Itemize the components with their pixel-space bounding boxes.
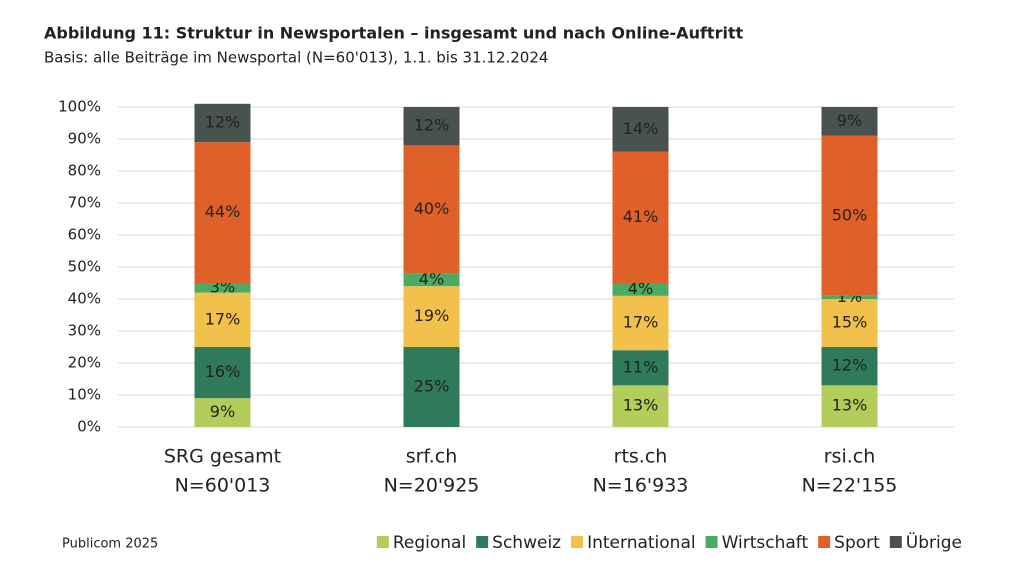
value-label: 17% [623,313,659,332]
value-label: 4% [419,269,444,288]
bar-segment [612,107,669,152]
legend-swatch [376,536,389,548]
value-label: 12% [414,116,450,135]
value-label: 17% [205,309,241,328]
x-tick-sublabel: N=20'925 [384,475,480,497]
x-tick-sublabel: N=60'013 [175,475,271,497]
x-tick-label: SRG gesamt [164,446,281,468]
bar-segment [403,107,460,146]
bar-segment [821,347,878,386]
x-tick-sublabel: N=16'933 [593,475,689,497]
legend-label: Schweiz [492,533,561,553]
legend-swatch [571,536,584,548]
legend-swatch [818,536,831,548]
bar-segment [821,299,878,347]
value-label: 41% [623,207,659,226]
value-label: 25% [414,377,450,396]
legend-label: International [587,533,696,553]
value-label: 13% [623,396,659,415]
bar-segment [821,135,878,296]
y-tick-label: 10% [68,386,101,404]
bar-segment [194,103,251,143]
legend-swatch [705,536,718,548]
bar-segment [403,347,460,427]
value-label: 15% [832,313,868,332]
bar-segment [194,283,251,293]
value-label: 9% [210,402,235,421]
y-tick-label: 30% [68,322,101,340]
y-tick-label: 70% [68,194,101,212]
x-tick-sublabel: N=22'155 [802,475,898,497]
x-tick-label: srf.ch [406,446,458,468]
value-label: 50% [832,205,868,224]
bar-segment [194,347,251,399]
y-tick-label: 50% [68,258,101,276]
y-tick-label: 60% [68,226,101,244]
legend-label: Übrige [906,531,962,553]
bar-segment [403,286,460,347]
value-label: 13% [832,396,868,415]
y-tick-label: 100% [58,98,101,116]
legend-swatch [476,536,489,548]
y-tick-label: 90% [68,130,101,148]
chart-subtitle: Basis: alle Beiträge im Newsportal (N=60… [44,49,548,67]
bar-segment [821,107,878,136]
value-label: 9% [837,111,862,130]
value-label: 40% [414,199,450,218]
bar-segment [821,385,878,427]
bar-segment [612,350,669,386]
value-label: 14% [623,119,659,138]
x-tick-label: rts.ch [614,446,668,468]
bar-segment [194,292,251,347]
bar-segment [612,295,669,351]
chart-title: Abbildung 11: Struktur in Newsportalen –… [44,24,744,43]
bar-segment [821,295,878,299]
value-label: 44% [205,202,241,221]
value-label: 12% [205,113,241,132]
legend-label: Sport [834,533,880,553]
source: Publicom 2025 [62,537,158,552]
y-tick-label: 20% [68,354,101,372]
bar-segment [612,385,669,427]
value-label: 11% [623,357,659,376]
value-label: 19% [414,306,450,325]
y-tick-label: 80% [68,162,101,180]
bar-segment [194,142,251,283]
bar-segment [612,283,669,296]
bar-segment [403,145,460,274]
value-label: 12% [832,356,868,375]
legend-label: Regional [393,533,466,553]
value-label: 4% [628,279,653,298]
legend-label: Wirtschaft [722,533,809,553]
y-tick-label: 40% [68,290,101,308]
legend-swatch [889,536,902,548]
y-tick-label: 0% [77,418,101,436]
value-label: 16% [205,362,241,381]
x-tick-label: rsi.ch [824,446,876,468]
bar-segment [194,398,251,427]
bar-segment [403,273,460,287]
bar-segment [612,151,669,283]
